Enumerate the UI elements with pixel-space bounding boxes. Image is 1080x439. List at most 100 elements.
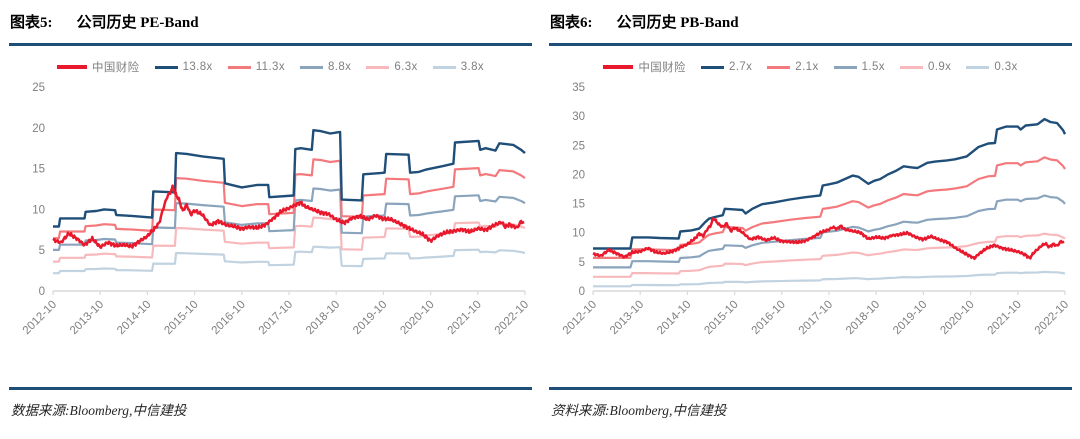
x-axis-tick-label: 2015-10 xyxy=(702,299,740,337)
source-rule xyxy=(9,387,532,390)
source-text: 数据来源:Bloomberg,中信建投 xyxy=(11,402,187,418)
legend-item: 2.1x xyxy=(767,61,818,73)
legend-label: 中国财险 xyxy=(91,62,140,74)
x-axis-tick-label: 2016-10 xyxy=(210,299,248,337)
legend-item: 8.8x xyxy=(300,61,351,73)
pb-band-figure: 图表6: 公司历史 PB-Band 中国财险 2.7x 2.1x 1.5x 0.9x 0.3… xyxy=(549,2,1072,419)
legend-label: 3.8x xyxy=(460,61,485,73)
y-axis-tick-label: 30 xyxy=(572,111,585,123)
legend-line-icon xyxy=(154,65,178,69)
legend-line-icon xyxy=(700,65,724,69)
y-axis-tick-label: 0 xyxy=(39,286,45,298)
figure-title: 图表5: 公司历史 PE-Band xyxy=(9,2,532,43)
y-axis-tick-label: 35 xyxy=(572,82,585,94)
x-axis-tick-label: 2017-10 xyxy=(797,299,835,337)
legend-label: 0.9x xyxy=(927,61,952,73)
pb-band-chart: 0 5 10 15 20 25 30 35 2012-10 2013-10 2014-10 2015-… xyxy=(561,82,1071,337)
chart-legend: 中国财险 13.8x 11.3x 8.8x 6.3x 3.8x xyxy=(9,59,532,75)
x-axis-tick-label: 2019-10 xyxy=(351,299,389,337)
legend-line-icon xyxy=(56,65,87,69)
legend-item: 中国财险 xyxy=(56,59,140,75)
legend-item: 0.3x xyxy=(966,61,1017,73)
legend-item: 13.8x xyxy=(154,61,213,73)
report-figures: 图表5: 公司历史 PE-Band 中国财险 13.8x 11.3x 8.8x 6.3x 3… xyxy=(9,2,1072,419)
y-axis-tick-label: 25 xyxy=(32,82,45,94)
figure-number: 图表5: xyxy=(10,15,53,31)
legend-line-icon xyxy=(767,65,791,69)
legend-label: 2.1x xyxy=(795,61,819,73)
legend-line-icon xyxy=(833,65,857,69)
x-axis-tick-label: 2020-10 xyxy=(398,299,436,337)
legend-line-icon xyxy=(432,65,456,69)
legend-line-icon xyxy=(300,65,323,69)
pe-band-chart: 0 5 10 15 20 25 2012-10 2013-10 2014-10 2015-10 20… xyxy=(21,82,531,337)
x-axis-tick-label: 2021-10 xyxy=(986,299,1024,337)
y-axis-tick-label: 15 xyxy=(32,164,45,176)
x-axis-tick-label: 2016-10 xyxy=(750,299,788,337)
x-axis-tick-label: 2021-10 xyxy=(446,299,484,337)
legend-item: 1.5x xyxy=(833,61,885,73)
y-axis-tick-label: 5 xyxy=(579,257,585,269)
legend-line-icon xyxy=(966,65,990,69)
band-line-0.3x xyxy=(593,270,1066,288)
y-axis-tick-label: 20 xyxy=(572,169,585,181)
legend-label: 6.3x xyxy=(394,61,418,73)
legend-line-icon xyxy=(366,65,390,69)
figure-name: 公司历史 PB-Band xyxy=(616,15,739,31)
legend-item: 2.7x xyxy=(700,61,753,73)
y-axis-tick-label: 15 xyxy=(572,199,585,211)
band-line-6.3x xyxy=(53,216,526,263)
figure-number: 图表6: xyxy=(550,15,593,31)
legend-label: 11.3x xyxy=(255,61,285,73)
x-axis-tick-label: 2018-10 xyxy=(844,299,882,337)
x-axis-tick-label: 2013-10 xyxy=(608,299,646,337)
band-line-2.1x xyxy=(593,156,1066,259)
legend-label: 8.8x xyxy=(328,61,352,73)
band-line-0.9x xyxy=(593,232,1066,278)
x-axis-tick-label: 2012-10 xyxy=(21,299,59,337)
title-rule xyxy=(9,43,532,46)
legend-label: 13.8x xyxy=(182,61,213,73)
y-axis-tick-label: 10 xyxy=(572,228,585,240)
legend-line-icon xyxy=(227,65,251,69)
legend-item: 0.9x xyxy=(899,61,952,73)
legend-line-icon xyxy=(603,65,634,69)
band-line-2.7x xyxy=(593,117,1067,250)
x-axis-tick-label: 2012-10 xyxy=(561,299,599,337)
y-axis-tick-label: 20 xyxy=(32,123,45,135)
x-axis-tick-label: 2022-10 xyxy=(493,299,531,337)
x-axis-tick-label: 2020-10 xyxy=(938,299,976,337)
legend-label: 中国财险 xyxy=(638,62,686,74)
band-line-13.8x xyxy=(53,129,526,228)
x-axis-tick-label: 2017-10 xyxy=(257,299,295,337)
pe-band-figure: 图表5: 公司历史 PE-Band 中国财险 13.8x 11.3x 8.8x 6.3x 3… xyxy=(9,2,532,419)
legend-label: 0.3x xyxy=(994,61,1018,73)
legend-label: 2.7x xyxy=(728,61,753,73)
legend-item: 11.3x xyxy=(227,61,285,73)
source-text: 资料来源:Bloomberg,中信建投 xyxy=(551,402,727,418)
band-line-11.3x xyxy=(53,158,526,240)
y-axis-tick-label: 5 xyxy=(39,245,45,257)
band-line-1.5x xyxy=(593,194,1066,269)
title-rule xyxy=(549,43,1072,46)
price-line xyxy=(52,184,525,250)
x-axis-tick-label: 2014-10 xyxy=(655,299,693,337)
legend-line-icon xyxy=(899,65,923,69)
x-axis-tick-label: 2013-10 xyxy=(68,299,106,337)
legend-item: 中国财险 xyxy=(603,59,686,75)
y-axis-tick-label: 10 xyxy=(32,204,45,216)
band-line-8.8x xyxy=(53,187,526,251)
figure-name: 公司历史 PE-Band xyxy=(76,15,199,31)
x-axis-tick-label: 2022-10 xyxy=(1033,299,1071,337)
x-axis-tick-label: 2019-10 xyxy=(891,299,929,337)
y-axis-tick-label: 25 xyxy=(572,140,585,152)
x-axis-tick-label: 2018-10 xyxy=(304,299,342,337)
legend-item: 3.8x xyxy=(432,61,485,73)
x-axis-tick-label: 2014-10 xyxy=(115,299,153,337)
band-line-3.8x xyxy=(53,245,526,275)
x-axis-tick-label: 2015-10 xyxy=(162,299,200,337)
source-rule xyxy=(549,387,1072,390)
legend-label: 1.5x xyxy=(861,61,885,73)
chart-legend: 中国财险 2.7x 2.1x 1.5x 0.9x 0.3x xyxy=(549,59,1072,75)
figure-title: 图表6: 公司历史 PB-Band xyxy=(549,2,1072,43)
